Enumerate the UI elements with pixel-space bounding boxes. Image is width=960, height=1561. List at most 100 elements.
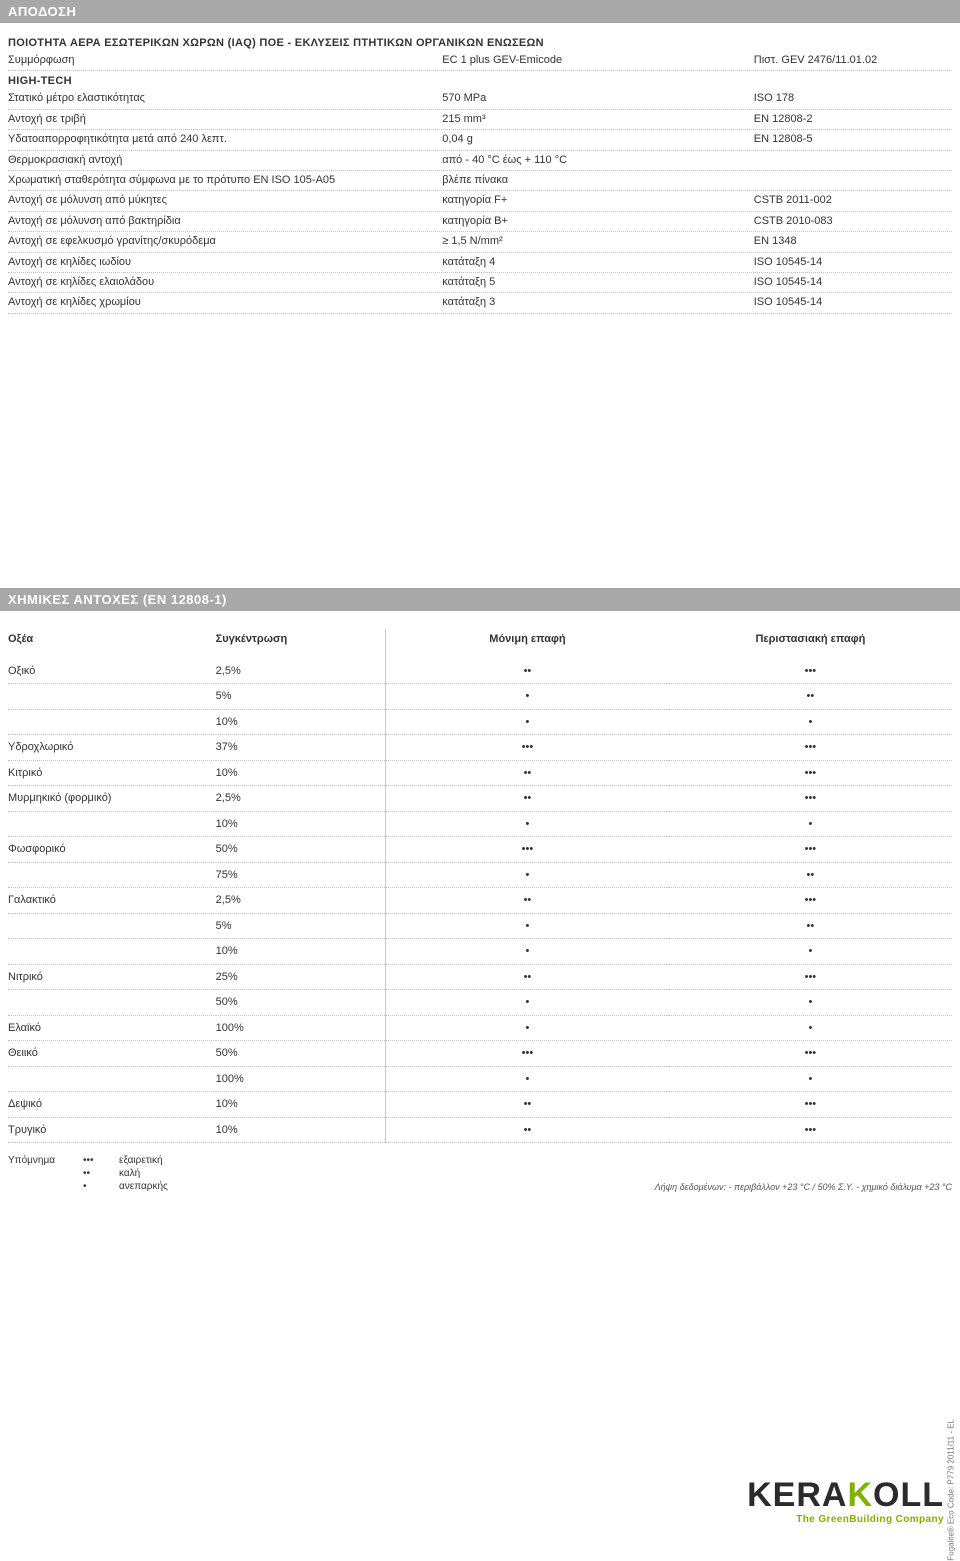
chem-row: 5%••• <box>8 913 952 939</box>
spec-label: Αντοχή σε μόλυνση από βακτηρίδια <box>8 214 442 229</box>
section-header-chemical: ΧΗΜΙΚΕΣ ΑΝΤΟΧΕΣ (EN 12808-1) <box>0 588 960 611</box>
chem-row: Οξικό2,5%••••• <box>8 659 952 684</box>
iaq-subheader: ΠΟΙΟΤΗΤΑ ΑΕΡΑ ΕΣΩΤΕΡΙΚΩΝ ΧΩΡΩΝ (IAQ) ΠΟΕ… <box>8 33 952 51</box>
chem-occ: ••• <box>669 837 952 863</box>
chem-conc: 50% <box>216 1041 386 1067</box>
spec-row: Αντοχή σε εφελκυσμό γρανίτης/σκυρόδεμα≥ … <box>8 232 952 252</box>
chem-row: Γαλακτικό2,5%••••• <box>8 888 952 914</box>
chem-conc: 10% <box>216 760 386 786</box>
chem-row: Κιτρικό10%••••• <box>8 760 952 786</box>
spec-ref: ISO 10545-14 <box>754 255 952 270</box>
logo-part3: OLL <box>873 1476 944 1514</box>
chem-perm: ••• <box>386 735 669 761</box>
logo-part2: K <box>847 1476 873 1514</box>
chem-occ: •• <box>669 913 952 939</box>
chem-row: Ελαϊκό100%•• <box>8 1015 952 1041</box>
spec-row: Αντοχή σε κηλίδες ελαιολάδουκατάταξη 5IS… <box>8 273 952 293</box>
chem-acid: Θειικό <box>8 1041 216 1067</box>
chem-row: 10%•• <box>8 709 952 735</box>
chem-perm: •• <box>386 760 669 786</box>
legend-symbol: • <box>83 1181 111 1192</box>
spec-label: Αντοχή σε κηλίδες ιωδίου <box>8 255 442 270</box>
chem-perm: • <box>386 913 669 939</box>
chem-perm: ••• <box>386 1041 669 1067</box>
chem-occ: ••• <box>669 888 952 914</box>
chem-acid: Κιτρικό <box>8 760 216 786</box>
chem-occ: ••• <box>669 659 952 684</box>
chem-occ: ••• <box>669 1041 952 1067</box>
chemical-footnote: Λήψη δεδομένων: - περιβάλλον +23 °C / 50… <box>655 1182 952 1192</box>
spec-row: Στατικό μέτρο ελαστικότητας570 MPaISO 17… <box>8 89 952 109</box>
spec-label: Αντοχή σε κηλίδες χρωμίου <box>8 295 442 310</box>
chem-row: 50%•• <box>8 990 952 1016</box>
spec-ref: ISO 10545-14 <box>754 275 952 290</box>
spec-value: βλέπε πίνακα <box>442 173 754 188</box>
chem-perm: • <box>386 684 669 710</box>
chem-perm: • <box>386 990 669 1016</box>
spec-ref: EN 12808-5 <box>754 132 952 147</box>
logo-part1: KERA <box>747 1476 847 1514</box>
spec-value: κατηγορία F+ <box>442 193 754 208</box>
chem-occ: •• <box>669 862 952 888</box>
chemical-body: Οξέα Συγκέντρωση Μόνιμη επαφή Περιστασια… <box>0 611 960 1207</box>
chem-perm: •• <box>386 786 669 812</box>
chem-conc: 2,5% <box>216 659 386 684</box>
chem-conc: 10% <box>216 939 386 965</box>
chem-perm: • <box>386 1015 669 1041</box>
chem-conc: 50% <box>216 990 386 1016</box>
chem-occ: ••• <box>669 760 952 786</box>
chem-th-acid: Οξέα <box>8 629 216 659</box>
chem-acid <box>8 913 216 939</box>
chem-row: Νιτρικό25%••••• <box>8 964 952 990</box>
chem-row: Τρυγικό10%••••• <box>8 1117 952 1143</box>
chem-row: Θειικό50%•••••• <box>8 1041 952 1067</box>
chem-acid <box>8 709 216 735</box>
spec-ref <box>754 153 952 168</box>
chem-acid <box>8 811 216 837</box>
chem-row: 5%••• <box>8 684 952 710</box>
legend-row: ••καλή <box>83 1168 168 1179</box>
chem-acid: Υδροχλωρικό <box>8 735 216 761</box>
chem-occ: • <box>669 1066 952 1092</box>
chem-acid <box>8 1066 216 1092</box>
spec-label: Χρωματική σταθερότητα σύμφωνα με το πρότ… <box>8 173 442 188</box>
spec-ref: Πιστ. GEV 2476/11.01.02 <box>754 53 952 68</box>
spec-value: EC 1 plus GEV-Emicode <box>442 53 754 68</box>
brand-logo: KERAKOLL The GreenBuilding Company <box>747 1478 944 1525</box>
chem-row: 10%•• <box>8 939 952 965</box>
spec-ref: EN 12808-2 <box>754 112 952 127</box>
spec-ref <box>754 173 952 188</box>
chem-perm: •• <box>386 888 669 914</box>
spec-label: Αντοχή σε τριβή <box>8 112 442 127</box>
spec-ref: ISO 10545-14 <box>754 295 952 310</box>
side-product-code: Fugalite® Eco Code: P779 2011/11 - EL <box>947 1419 956 1561</box>
spec-row: Θερμοκρασιακή αντοχήαπό - 40 °C έως + 11… <box>8 151 952 171</box>
chem-row: Υδροχλωρικό37%•••••• <box>8 735 952 761</box>
chem-th-occ: Περιστασιακή επαφή <box>669 629 952 659</box>
spec-value: ≥ 1,5 N/mm² <box>442 234 754 249</box>
spec-label: Αντοχή σε μόλυνση από μύκητες <box>8 193 442 208</box>
chem-acid: Τρυγικό <box>8 1117 216 1143</box>
chem-conc: 5% <box>216 913 386 939</box>
chem-acid: Δεψικό <box>8 1092 216 1118</box>
spec-label: Συμμόρφωση <box>8 53 442 68</box>
chem-conc: 100% <box>216 1015 386 1041</box>
chem-perm: • <box>386 709 669 735</box>
chem-acid: Οξικό <box>8 659 216 684</box>
chem-acid <box>8 939 216 965</box>
chem-conc: 37% <box>216 735 386 761</box>
legend-row: •ανεπαρκής <box>83 1181 168 1192</box>
spec-row: Υδατοαπορροφητικότητα μετά από 240 λεπτ.… <box>8 130 952 150</box>
spec-row: ΣυμμόρφωσηEC 1 plus GEV-EmicodeΠιστ. GEV… <box>8 51 952 71</box>
spec-label: Στατικό μέτρο ελαστικότητας <box>8 91 442 106</box>
chem-row: Μυρμηκικό (φορμικό)2,5%••••• <box>8 786 952 812</box>
chem-perm: • <box>386 811 669 837</box>
legend-symbol: ••• <box>83 1155 111 1166</box>
chem-row: 10%•• <box>8 811 952 837</box>
legend-title: Υπόμνημα <box>8 1155 55 1192</box>
chem-occ: • <box>669 811 952 837</box>
chem-conc: 10% <box>216 1117 386 1143</box>
spec-value: 570 MPa <box>442 91 754 106</box>
spec-value: κατάταξη 3 <box>442 295 754 310</box>
legend-label: εξαιρετική <box>119 1155 163 1166</box>
